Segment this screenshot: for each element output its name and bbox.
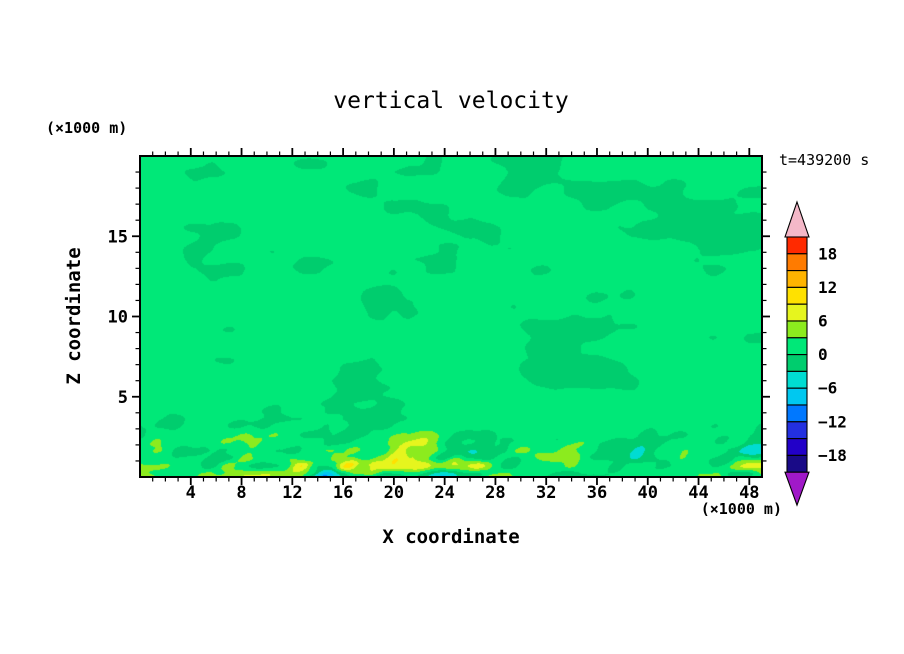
- colorbar-segment: [786, 286, 808, 305]
- colorbar-arrow-bottom: [784, 471, 810, 507]
- colorbar-segment: [786, 320, 808, 339]
- x-tick-label: 24: [434, 483, 454, 503]
- colorbar-tick-label: 18: [818, 244, 837, 263]
- x-tick-label: 4: [186, 483, 196, 503]
- colorbar-segment: [786, 270, 808, 288]
- colorbar-tick-label: 0: [818, 345, 828, 364]
- y-tick-label: 10: [108, 308, 128, 328]
- x-axis-unit-label: (×1000 m): [700, 500, 782, 518]
- colorbar-segment: [786, 337, 808, 356]
- x-tick-label: 8: [236, 483, 246, 503]
- colorbar-tick-label: −12: [818, 412, 847, 431]
- colorbar-segment: [786, 387, 808, 406]
- x-tick-label: 12: [282, 483, 302, 503]
- colorbar: 18 12 6 0 −6 −12 −18: [784, 200, 847, 507]
- x-tick-label: 32: [536, 483, 556, 503]
- colorbar-arrow-top: [784, 200, 810, 238]
- contour-field: [140, 156, 762, 477]
- colorbar-tick-label: 6: [818, 312, 828, 331]
- colorbar-tick-label: −6: [818, 379, 837, 398]
- colorbar-segment: [786, 454, 808, 473]
- colorbar-segment: [786, 404, 808, 423]
- colorbar-tick-label: −18: [818, 446, 847, 465]
- colorbar-segment: [786, 354, 808, 372]
- x-tick-label: 20: [384, 483, 404, 503]
- chart-title: vertical velocity: [333, 88, 569, 114]
- y-axis-unit-label: (×1000 m): [46, 119, 128, 137]
- colorbar-segment: [786, 370, 808, 389]
- colorbar-segment: [786, 253, 808, 272]
- y-axis-label: Z coordinate: [63, 247, 85, 385]
- time-label: t=439200 s: [779, 151, 870, 169]
- colorbar-segment: [786, 236, 808, 255]
- y-tick-label: 15: [108, 227, 128, 247]
- x-tick-label: 28: [485, 483, 505, 503]
- colorbar-tick-label: 12: [818, 278, 837, 297]
- colorbar-segment: [786, 421, 808, 440]
- x-tick-label: 16: [333, 483, 353, 503]
- x-tick-label: 36: [587, 483, 607, 503]
- colorbar-segment: [786, 438, 808, 456]
- y-tick-label: 5: [118, 388, 128, 408]
- x-axis-label: X coordinate: [382, 526, 520, 548]
- colorbar-segment: [786, 303, 808, 322]
